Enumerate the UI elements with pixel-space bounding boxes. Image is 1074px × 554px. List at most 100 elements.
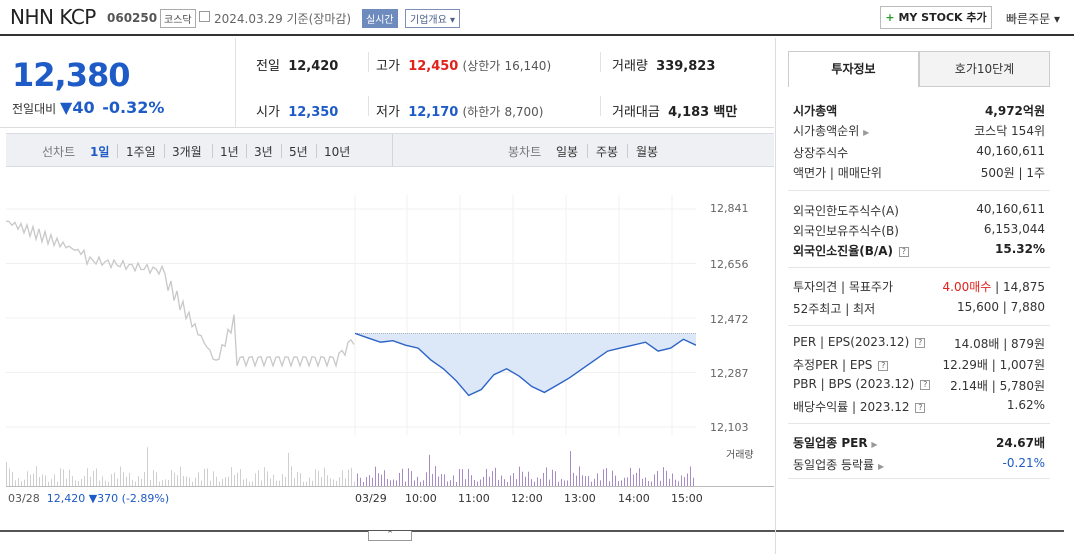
volume-bar bbox=[408, 468, 409, 486]
volume-bar bbox=[405, 481, 406, 486]
volume-bar bbox=[435, 466, 436, 486]
tab-3year[interactable]: 3년 bbox=[254, 145, 273, 159]
volume-bar bbox=[474, 479, 475, 486]
tab-monthly[interactable]: 월봉 bbox=[636, 145, 659, 159]
help-icon[interactable]: ? bbox=[878, 360, 889, 371]
divider bbox=[627, 144, 628, 158]
volume-bar bbox=[627, 477, 628, 486]
change-label: 전일대비 bbox=[12, 102, 57, 116]
volume-bar bbox=[357, 473, 358, 486]
volume-bar bbox=[441, 474, 442, 486]
volume-bar bbox=[252, 481, 253, 486]
realtime-button[interactable]: 실시간 bbox=[362, 9, 398, 28]
foreign-rate-label: 외국인소진율(B/A) bbox=[793, 244, 894, 258]
volume-bar bbox=[633, 474, 634, 486]
tab-orderbook[interactable]: 호가10단계 bbox=[919, 51, 1050, 87]
volume-bar bbox=[180, 466, 181, 486]
prev-day-summary: 03/28 12,420 ▼370 (-2.89%) bbox=[8, 492, 169, 505]
pbr-label: PBR | BPS (2023.12) bbox=[793, 377, 915, 391]
x-tick: 15:00 bbox=[671, 492, 703, 505]
base-date: 2024.03.29 기준(장마감) bbox=[214, 12, 352, 26]
volume-bar bbox=[648, 481, 649, 486]
bottom-border bbox=[0, 530, 1064, 532]
market-cap-label: 시가총액 bbox=[793, 104, 838, 118]
amount-label: 거래대금 bbox=[612, 105, 660, 120]
divider bbox=[281, 144, 282, 158]
tab-5year[interactable]: 5년 bbox=[289, 145, 308, 159]
volume-bar bbox=[354, 481, 355, 486]
prev-close-price: 12,420 bbox=[46, 492, 86, 505]
volume-bar bbox=[567, 480, 568, 486]
help-icon[interactable]: ? bbox=[898, 246, 909, 257]
volume-bar bbox=[462, 469, 463, 486]
right-panel: 투자정보 호가10단계 시가총액 4,972억원 시가총액순위 ▶ 코스닥 154위… bbox=[775, 38, 1065, 554]
volume-bar bbox=[264, 467, 265, 486]
collapse-toggle[interactable]: ⌃ bbox=[368, 531, 412, 541]
volume-bar bbox=[15, 480, 16, 486]
price-change: 전일대비 ▼40 -0.32% bbox=[12, 98, 164, 117]
volume-bar bbox=[456, 481, 457, 486]
tab-daily[interactable]: 일봉 bbox=[556, 145, 579, 159]
volume-bar bbox=[9, 468, 10, 486]
volume-bar bbox=[189, 477, 190, 486]
volume-bar bbox=[342, 470, 343, 486]
volume-bar bbox=[465, 479, 466, 486]
volume-bar bbox=[297, 471, 298, 486]
tab-10year[interactable]: 10년 bbox=[324, 145, 351, 159]
volume-bar bbox=[204, 468, 205, 486]
volume-bar bbox=[30, 474, 31, 486]
divider bbox=[788, 325, 1050, 326]
volume-bar bbox=[198, 472, 199, 486]
volume-bar bbox=[210, 480, 211, 486]
chart-period-tabs: 선차트 1일 1주일 3개월 1년 3년 5년 10년 봉차트 일봉 주봉 월봉 bbox=[6, 133, 774, 167]
volume-bar bbox=[279, 480, 280, 486]
volume-bar bbox=[105, 480, 106, 486]
tab-1year[interactable]: 1년 bbox=[220, 145, 239, 159]
divider bbox=[246, 144, 247, 158]
help-icon[interactable]: ? bbox=[920, 379, 931, 390]
lower-limit-value: 8,700) bbox=[504, 105, 544, 119]
volume-bar bbox=[315, 469, 316, 486]
help-icon[interactable]: ? bbox=[915, 337, 926, 348]
volume-bar bbox=[516, 479, 517, 486]
tab-weekly[interactable]: 주봉 bbox=[596, 145, 619, 159]
dividend-value: 1.62% bbox=[1006, 398, 1045, 412]
volume-bar bbox=[69, 469, 70, 486]
tab-1day[interactable]: 1일 bbox=[90, 145, 110, 159]
volume-bar bbox=[579, 466, 580, 486]
down-arrow-icon: ▼ bbox=[88, 492, 98, 505]
foreign-hold-label: 외국인보유주식수(B) bbox=[793, 224, 899, 238]
volume-bar bbox=[381, 474, 382, 486]
volume-bar bbox=[219, 481, 220, 486]
volume-bar bbox=[255, 473, 256, 486]
volume-bar bbox=[621, 480, 622, 486]
volume-bar bbox=[549, 479, 550, 486]
help-icon[interactable]: ? bbox=[915, 402, 926, 413]
week52-value: 15,600 | 7,880 bbox=[956, 300, 1045, 314]
tab-1week[interactable]: 1주일 bbox=[126, 145, 156, 159]
volume-bar bbox=[231, 467, 232, 486]
volume-bar bbox=[309, 477, 310, 486]
foreign-hold-value: 6,153,044 bbox=[983, 222, 1045, 236]
volume-bar bbox=[684, 477, 685, 486]
volume-bar bbox=[12, 471, 13, 486]
volume-bar bbox=[126, 476, 127, 486]
price-chart[interactable] bbox=[6, 195, 696, 435]
tab-invest-info[interactable]: 투자정보 bbox=[788, 51, 919, 87]
volume-bar bbox=[561, 478, 562, 486]
volume-bar bbox=[498, 479, 499, 486]
volume-bar bbox=[81, 478, 82, 486]
volume-bar bbox=[102, 476, 103, 486]
industry-rate-label: 동일업종 등락률 bbox=[793, 458, 875, 472]
volume-bar bbox=[288, 452, 289, 486]
volume-bar bbox=[603, 469, 604, 486]
tab-3month[interactable]: 3개월 bbox=[172, 145, 202, 159]
high-price: 고가 12,450 (상한가 16,140) bbox=[376, 55, 551, 74]
volume-bar bbox=[459, 469, 460, 486]
quick-order-dropdown[interactable]: 빠른주문 ▾ bbox=[1006, 12, 1060, 26]
volume-bar bbox=[201, 480, 202, 486]
volume-bar bbox=[489, 476, 490, 486]
company-info-dropdown[interactable]: 기업개요 ▾ bbox=[405, 9, 460, 28]
y-tick: 12,656 bbox=[710, 258, 749, 271]
add-mystock-button[interactable]: + MY STOCK 추가 bbox=[880, 6, 992, 29]
